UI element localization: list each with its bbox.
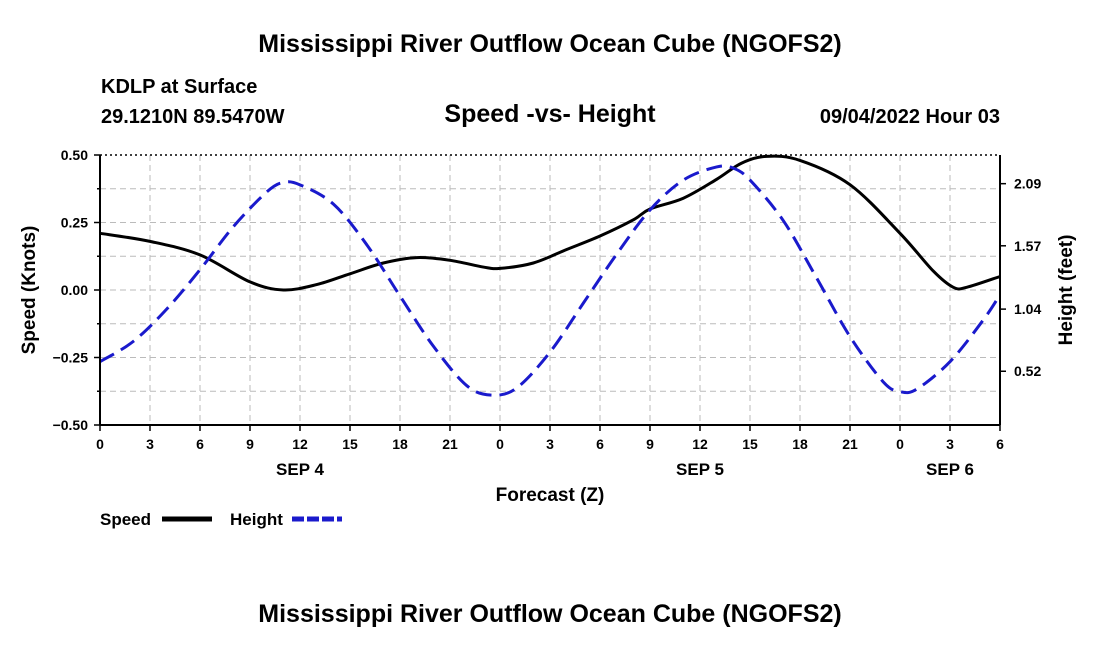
x-tick-label: 15 xyxy=(742,436,758,452)
forecast-datetime: 09/04/2022 Hour 03 xyxy=(819,106,1000,128)
x-tick-label: 3 xyxy=(146,436,154,452)
x-tick-label: 0 xyxy=(496,436,504,452)
y-right-tick-label: 1.04 xyxy=(1014,301,1041,317)
x-tick-label: 3 xyxy=(946,436,954,452)
series-lines xyxy=(99,154,1002,397)
y-right-tick-label: 2.09 xyxy=(1014,176,1041,192)
y-right-tick-label: 1.57 xyxy=(1014,238,1041,254)
x-axis-title: Forecast (Z) xyxy=(496,485,605,506)
y-left-tick-label: 0.00 xyxy=(61,282,88,298)
x-tick-label: 15 xyxy=(342,436,358,452)
x-tick-label: 9 xyxy=(646,436,654,452)
station-label: KDLP at Surface xyxy=(101,76,258,98)
y-left-tick-label: −0.50 xyxy=(53,417,89,433)
x-tick-label: 12 xyxy=(692,436,708,452)
x-tick-label: 18 xyxy=(792,436,808,452)
axes xyxy=(94,154,1006,431)
date-label: SEP 6 xyxy=(926,460,974,479)
x-tick-label: 0 xyxy=(896,436,904,452)
legend-label: Speed xyxy=(100,510,151,529)
x-tick-label: 6 xyxy=(596,436,604,452)
x-tick-label: 18 xyxy=(392,436,408,452)
legend: Speed Height xyxy=(100,510,342,529)
x-tick-label: 12 xyxy=(292,436,308,452)
chart-main-title: Mississippi River Outflow Ocean Cube (NG… xyxy=(258,30,842,58)
x-tick-label: 6 xyxy=(996,436,1004,452)
y-left-tick-label: 0.25 xyxy=(61,215,88,231)
x-tick-label: 6 xyxy=(196,436,204,452)
station-coordinates: 29.1210N 89.5470W xyxy=(101,106,285,128)
chart-subtitle: Speed -vs- Height xyxy=(444,100,656,128)
y-left-axis-title: Speed (Knots) xyxy=(19,226,40,355)
x-tick-label: 3 xyxy=(546,436,554,452)
x-tick-label: 21 xyxy=(842,436,858,452)
y-left-tick-label: 0.50 xyxy=(61,147,88,163)
y-right-axis-title: Height (feet) xyxy=(1056,235,1077,346)
x-tick-label: 9 xyxy=(246,436,254,452)
x-tick-label: 0 xyxy=(96,436,104,452)
tick-labels: 0 3 6 9 12 15 18 21 0 3 6 9 12 15 18 21 0 3 6 0.50 0.25 0.00 −… xyxy=(19,147,1077,506)
grid-lines xyxy=(100,155,1000,425)
speed-vs-height-chart: 0 3 6 9 12 15 18 21 0 3 6 9 12 15 18 21 0 3 6 0.50 0.25 0.00 −… xyxy=(19,147,1077,529)
x-tick-label: 21 xyxy=(442,436,458,452)
y-right-tick-label: 0.52 xyxy=(1014,363,1041,379)
date-label: SEP 4 xyxy=(276,460,324,479)
legend-label: Height xyxy=(230,510,283,529)
y-left-tick-label: −0.25 xyxy=(53,350,89,366)
speed-series-line xyxy=(99,154,1001,292)
date-label: SEP 5 xyxy=(676,460,724,479)
footer-title: Mississippi River Outflow Ocean Cube (NG… xyxy=(258,600,842,628)
height-series-line xyxy=(99,164,1002,397)
